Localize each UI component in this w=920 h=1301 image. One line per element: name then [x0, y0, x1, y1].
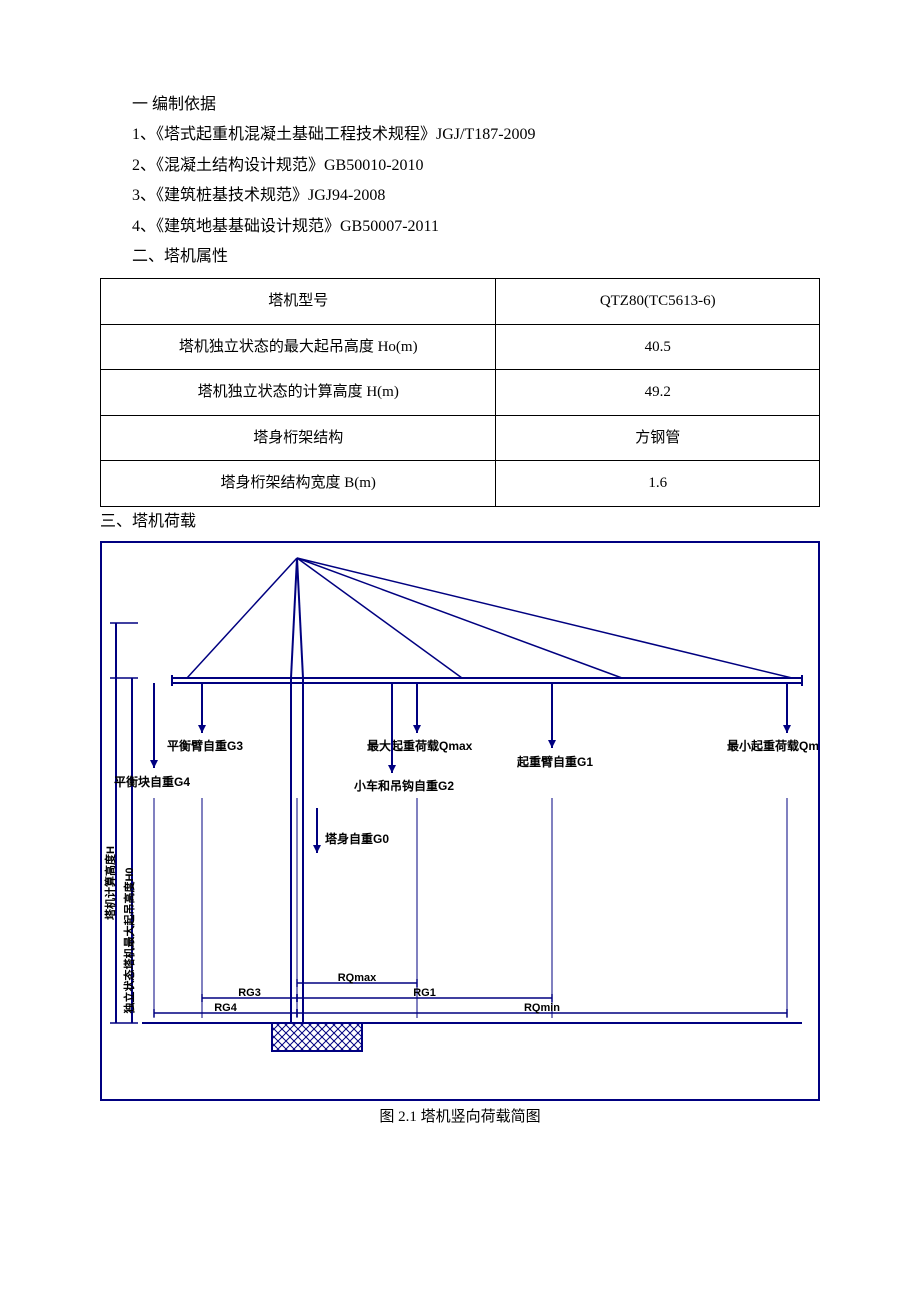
- svg-text:最小起重荷载Qmin: 最小起重荷载Qmin: [727, 738, 818, 753]
- property-label: 塔身桁架结构宽度 B(m): [101, 461, 496, 507]
- table-row: 塔机独立状态的最大起吊高度 Ho(m)40.5: [101, 324, 820, 370]
- table-row: 塔机型号QTZ80(TC5613-6): [101, 279, 820, 325]
- property-label: 塔身桁架结构: [101, 415, 496, 461]
- basis-item: 4、《建筑地基基础设计规范》GB50007-2011: [100, 212, 820, 242]
- property-value: 1.6: [496, 461, 820, 507]
- section1-title: 一 编制依据: [100, 90, 820, 120]
- diagram-caption: 图 2.1 塔机竖向荷载简图: [100, 1103, 820, 1132]
- property-label: 塔机独立状态的计算高度 H(m): [101, 370, 496, 416]
- crane-load-diagram: 塔机计算高度H 独立状态塔机最大起吊高度H0 平衡臂自重G3 平衡块自重G4 最大起重荷…: [100, 541, 820, 1101]
- svg-text:RQmax: RQmax: [338, 972, 377, 984]
- svg-text:起重臂自重G1: 起重臂自重G1: [516, 754, 593, 769]
- property-label: 塔机独立状态的最大起吊高度 Ho(m): [101, 324, 496, 370]
- section2-title: 二、塔机属性: [100, 242, 820, 272]
- svg-text:塔身自重G0: 塔身自重G0: [325, 831, 389, 846]
- basis-item: 3、《建筑桩基技术规范》JGJ94-2008: [100, 181, 820, 211]
- svg-text:最大起重荷载Qmax: 最大起重荷载Qmax: [367, 738, 473, 753]
- property-value: 40.5: [496, 324, 820, 370]
- svg-text:RG1: RG1: [413, 987, 436, 999]
- table-row: 塔机独立状态的计算高度 H(m)49.2: [101, 370, 820, 416]
- crane-properties-table: 塔机型号QTZ80(TC5613-6)塔机独立状态的最大起吊高度 Ho(m)40…: [100, 278, 820, 507]
- svg-text:RQmin: RQmin: [524, 1002, 560, 1014]
- crane-svg: 塔机计算高度H 独立状态塔机最大起吊高度H0 平衡臂自重G3 平衡块自重G4 最大起重荷…: [102, 543, 818, 1099]
- svg-text:独立状态塔机最大起吊高度H0: 独立状态塔机最大起吊高度H0: [122, 868, 136, 1015]
- basis-item: 2、《混凝土结构设计规范》GB50010-2010: [100, 151, 820, 181]
- svg-text:小车和吊钩自重G2: 小车和吊钩自重G2: [354, 778, 454, 793]
- svg-text:塔机计算高度H: 塔机计算高度H: [103, 846, 117, 920]
- property-value: 方钢管: [496, 415, 820, 461]
- svg-text:平衡块自重G4: 平衡块自重G4: [114, 774, 190, 789]
- svg-text:RG3: RG3: [238, 987, 261, 999]
- table-row: 塔身桁架结构宽度 B(m)1.6: [101, 461, 820, 507]
- section-basis: 一 编制依据 1、《塔式起重机混凝土基础工程技术规程》JGJ/T187-2009…: [100, 90, 820, 1132]
- property-value: 49.2: [496, 370, 820, 416]
- table-row: 塔身桁架结构方钢管: [101, 415, 820, 461]
- property-label: 塔机型号: [101, 279, 496, 325]
- basis-item: 1、《塔式起重机混凝土基础工程技术规程》JGJ/T187-2009: [100, 120, 820, 150]
- svg-text:RG4: RG4: [214, 1002, 238, 1014]
- svg-text:平衡臂自重G3: 平衡臂自重G3: [167, 738, 243, 753]
- property-value: QTZ80(TC5613-6): [496, 279, 820, 325]
- section3-title: 三、塔机荷载: [100, 507, 820, 537]
